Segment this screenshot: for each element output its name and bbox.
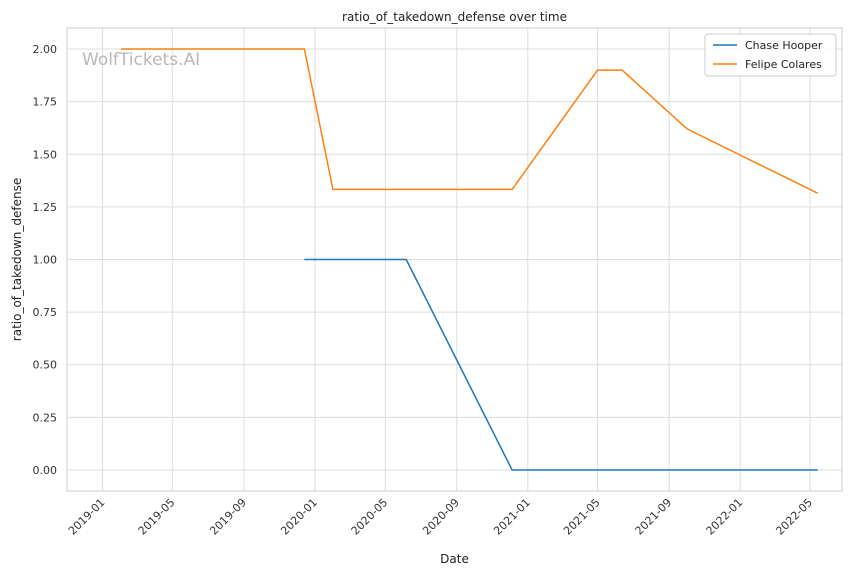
chart-title: ratio_of_takedown_defense over time (342, 10, 567, 24)
series-line-0 (304, 258, 818, 471)
y-axis-title: ratio_of_takedown_defense (10, 178, 24, 341)
legend: Chase Hooper Felipe Colares (704, 33, 837, 77)
y-tick-label: 2.00 (33, 43, 58, 56)
legend-label: Felipe Colares (745, 58, 822, 71)
y-tick-label: 1.75 (33, 96, 58, 109)
x-tick-label: 2019-05 (136, 496, 178, 538)
x-axis-title: Date (440, 552, 469, 566)
x-tick-label: 2022-01 (704, 496, 746, 538)
x-tick-label: 2021-09 (633, 496, 675, 538)
x-tick-label: 2021-05 (561, 496, 603, 538)
y-tick-label: 1.25 (33, 201, 58, 214)
y-tick-label: 0.25 (33, 411, 58, 424)
y-tick-label: 1.00 (33, 254, 58, 267)
y-tick-label: 1.50 (33, 148, 58, 161)
y-tick-label: 0.50 (33, 359, 58, 372)
x-tick-label: 2019-01 (66, 496, 108, 538)
x-tick-label: 2020-01 (278, 496, 320, 538)
x-tick-label: 2020-09 (420, 496, 462, 538)
series-line-1 (121, 48, 818, 194)
plot-frame (66, 27, 843, 492)
x-tick-label: 2022-05 (773, 496, 815, 538)
legend-label: Chase Hooper (745, 39, 823, 52)
legend-box (704, 33, 837, 77)
x-tick-label: 2021-01 (491, 496, 533, 538)
y-tick-label: 0.00 (33, 464, 58, 477)
y-tick-label: 0.75 (33, 306, 58, 319)
x-tick-label: 2019-09 (207, 496, 249, 538)
series-lines (121, 48, 818, 471)
x-tick-label: 2020-05 (349, 496, 391, 538)
axis-ticks: 2019-01 2019-05 2019-09 2020-01 2020-05 2020-… (33, 43, 816, 538)
watermark: WolfTickets.AI (82, 50, 200, 70)
grid (67, 28, 842, 491)
